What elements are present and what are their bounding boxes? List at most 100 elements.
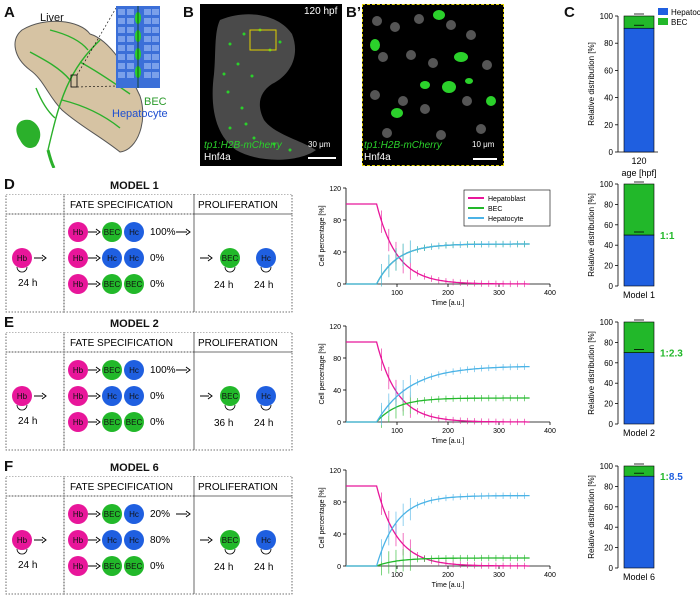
daughter-cell: Hc [124, 504, 144, 524]
model-schematic: FATE SPECIFICATION PROLIFERATION Hb 24 h Hb B… [5, 332, 293, 451]
y-tick-label: 40 [604, 94, 613, 103]
daughter-cell: Hc [102, 530, 122, 550]
x-tick-label: 200 [442, 428, 454, 435]
cell-percentage-chart: 0 40 80 120 100 200 300 400 Time [a.u.] Cell perc… [319, 324, 556, 445]
series-line-hepatoblast [346, 485, 530, 567]
fate-percentage: 0% [150, 279, 165, 290]
arrow-icon [200, 392, 213, 400]
hepatocyte-cell: Hc [256, 248, 276, 268]
fate-header: FATE SPECIFICATION [70, 338, 173, 349]
marker-label-2: Hnf4a [204, 152, 231, 163]
bar-category-label: Model 2 [623, 428, 655, 438]
svg-text:BEC: BEC [104, 418, 121, 427]
ratio-label: 1:1 [660, 231, 675, 242]
svg-text:Hc: Hc [107, 254, 117, 263]
arrow-icon [34, 254, 47, 262]
x-axis-label: Time [a.u.] [432, 438, 465, 445]
svg-text:Hb: Hb [73, 536, 84, 545]
liver-illustration [14, 6, 160, 168]
x-tick-label: 100 [391, 428, 403, 435]
panel-label-c: C [564, 4, 575, 21]
y-tick-label: 20 [604, 121, 613, 130]
y-axis-label: Cell percentage [%] [319, 205, 326, 266]
y-tick-label: 0 [337, 564, 341, 571]
y-tick-label: 80 [604, 338, 613, 347]
fate-percentage: 80% [150, 535, 170, 546]
svg-text:BEC: BEC [126, 562, 143, 571]
bar-bec [623, 183, 655, 236]
svg-text:Hb: Hb [73, 418, 84, 427]
daughter-cell: Hc [124, 386, 144, 406]
model-title: MODEL 6 [110, 462, 159, 474]
hepatoblast-cell: Hb [68, 248, 88, 268]
bar-hepatocyte [623, 27, 655, 153]
series-line-hepatocyte [346, 494, 530, 567]
y-tick-label: 120 [329, 468, 341, 475]
proliferation-header: PROLIFERATION [198, 482, 278, 493]
liver-label: Liver [40, 12, 64, 24]
svg-text:Hb: Hb [73, 280, 84, 289]
bec-cell: BEC [220, 248, 240, 268]
arrow-icon [88, 366, 101, 374]
legend-label: Hepatoblast [488, 196, 525, 203]
hepatoblast-cell: Hb [12, 530, 32, 550]
y-tick-label: 20 [604, 400, 613, 409]
cycle-icon [16, 266, 28, 273]
panel-label-d: D [4, 176, 15, 193]
bec-cell: BEC [220, 386, 240, 406]
x-axis-label: Time [a.u.] [432, 300, 465, 307]
svg-text:Hc: Hc [129, 254, 139, 263]
model-schematic: FATE SPECIFICATION PROLIFERATION Hb 24 h Hb B… [5, 194, 293, 313]
svg-text:BEC: BEC [126, 418, 143, 427]
y-tick-label: 40 [604, 241, 613, 250]
legend-label: Hepatocyte [488, 216, 524, 223]
line-legend: Hepatoblast BEC Hepatocyte [463, 189, 551, 227]
fate-percentage: 0% [150, 561, 165, 572]
arrow-icon [176, 366, 191, 374]
y-tick-label: 120 [329, 186, 341, 193]
hepatoblast-cell: Hb [68, 504, 88, 524]
bar-hepatocyte [623, 352, 655, 425]
arrow-icon [88, 280, 101, 288]
micrograph-tissue [212, 14, 336, 160]
svg-text:Hc: Hc [129, 366, 139, 375]
panel-label-b: B [183, 4, 194, 21]
x-tick-label: 300 [493, 428, 505, 435]
panel-label-f: F [4, 458, 14, 475]
svg-text:Hc: Hc [129, 392, 139, 401]
svg-text:BEC: BEC [104, 366, 121, 375]
daughter-cell: BEC [102, 556, 122, 576]
model-schematic: FATE SPECIFICATION PROLIFERATION Hb 24 h Hb B… [5, 476, 293, 595]
y-tick-label: 40 [604, 523, 613, 532]
daughter-cell: Hc [124, 360, 144, 380]
series-line-hepatocyte [346, 243, 530, 285]
y-tick-label: 80 [333, 218, 341, 225]
bec-label: BEC [144, 96, 167, 108]
scale-bar-label: 30 μm [308, 140, 331, 149]
bec-division-time: 24 h [214, 562, 233, 573]
daughter-cell: Hc [124, 530, 144, 550]
daughter-cell: Hc [102, 248, 122, 268]
y-axis-label: Cell percentage [%] [319, 487, 326, 548]
y-tick-label: 0 [609, 282, 614, 291]
cycle-icon [16, 548, 28, 555]
bec-division-time: 36 h [214, 418, 233, 429]
zoom-marker-label-1: tp1:H2B-mCherry [364, 140, 442, 151]
x-tick-label: 100 [391, 290, 403, 297]
cycle-icon [224, 266, 236, 273]
y-tick-label: 100 [600, 180, 614, 189]
x-tick-label: 200 [442, 290, 454, 297]
distribution-bar-chart: 0 20 40 60 80 100 Relative distribution [%] Mod… [587, 180, 675, 300]
hepatoblast-cell: Hb [68, 556, 88, 576]
bar-bec [623, 15, 655, 29]
y-tick-label: 100 [600, 12, 614, 21]
y-axis-label: Relative distribution [%] [587, 475, 596, 559]
x-axis-label: age [hpf] [621, 168, 656, 178]
svg-text:Hb: Hb [73, 562, 84, 571]
fate-header: FATE SPECIFICATION [70, 200, 173, 211]
hepatoblast-cell: Hb [68, 274, 88, 294]
svg-text:Hc: Hc [129, 228, 139, 237]
fate-percentage: 100% [150, 365, 176, 376]
x-tick-label: 400 [544, 290, 556, 297]
bar-bec [623, 321, 655, 353]
